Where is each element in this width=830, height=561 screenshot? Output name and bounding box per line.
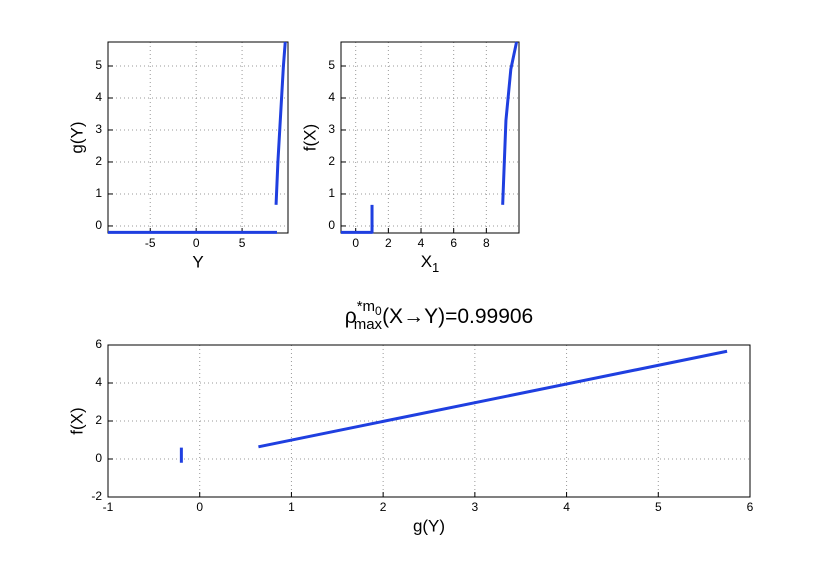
x-tick-label: 6 [450, 236, 457, 250]
y-tick-label: 4 [328, 90, 335, 104]
y-tick-label: 0 [95, 218, 102, 232]
data-line [341, 41, 519, 234]
y-tick-label: 4 [95, 90, 102, 104]
y-tick-label: 0 [95, 451, 102, 465]
chart-title: ρ*m0 max(X→Y)=0.99906 [345, 298, 534, 333]
y-tick-label: 1 [95, 186, 102, 200]
x-axis-label: Y [192, 252, 203, 271]
x-axis-label: X1 [421, 252, 440, 275]
data-line [179, 349, 728, 463]
x-tick-label: 6 [747, 500, 754, 514]
x-tick-label: 0 [196, 500, 203, 514]
x-axis-label-part: X [421, 252, 432, 271]
y-tick-label: 1 [328, 186, 335, 200]
y-tick-label: 4 [95, 375, 102, 389]
y-tick-label: 5 [95, 58, 102, 72]
y-axis-label: g(Y) [67, 121, 86, 153]
x-tick-label: 4 [418, 236, 425, 250]
x-axis-label: g(Y) [413, 516, 445, 535]
axes-box [107, 344, 751, 498]
y-tick-label: -2 [91, 489, 102, 503]
x-tick-label: 2 [385, 236, 392, 250]
chart-title-part: max [354, 316, 383, 333]
axes-box [340, 41, 520, 234]
y-tick-label: 3 [328, 122, 335, 136]
x-tick-label: -1 [103, 500, 114, 514]
y-tick-label: 0 [328, 218, 335, 232]
chart-title-part: ρ [345, 305, 357, 328]
x-tick-label: 4 [563, 500, 570, 514]
y-tick-label: 3 [95, 122, 102, 136]
x-tick-label: 2 [380, 500, 387, 514]
x-tick-label: 1 [288, 500, 295, 514]
x-tick-label: 0 [193, 236, 200, 250]
chart-title-part: 0 [375, 304, 382, 318]
x-axis-label-part: 1 [432, 260, 439, 275]
chart-title-part: (X→Y)=0.99906 [382, 305, 533, 328]
y-tick-label: 5 [328, 58, 335, 72]
x-tick-label: 0 [352, 236, 359, 250]
y-axis-label: f(X) [300, 124, 319, 151]
x-tick-label: -5 [145, 236, 156, 250]
chart-title-part: *m [357, 298, 375, 315]
y-axis-label: f(X) [67, 407, 86, 434]
x-tick-label: 3 [472, 500, 479, 514]
data-line [108, 41, 287, 234]
axes-box [107, 41, 289, 234]
y-tick-label: 2 [328, 154, 335, 168]
y-tick-label: 2 [95, 154, 102, 168]
x-tick-label: 5 [239, 236, 246, 250]
x-tick-label: 5 [655, 500, 662, 514]
y-tick-label: 2 [95, 413, 102, 427]
y-tick-label: 6 [95, 337, 102, 351]
x-tick-label: 8 [483, 236, 490, 250]
